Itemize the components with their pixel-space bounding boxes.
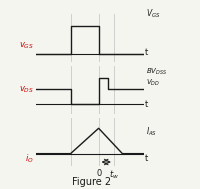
Text: Figure 2: Figure 2: [72, 177, 112, 187]
Text: $V_{DD}$: $V_{DD}$: [146, 78, 160, 88]
Text: t: t: [145, 100, 148, 109]
Text: $v_{DS}$: $v_{DS}$: [19, 85, 34, 95]
Text: $t_w$: $t_w$: [109, 169, 119, 181]
Text: 0: 0: [96, 169, 101, 178]
Text: t: t: [145, 48, 148, 57]
Text: $I_{AS}$: $I_{AS}$: [146, 125, 157, 138]
Text: $v_{GS}$: $v_{GS}$: [19, 40, 34, 51]
Text: t: t: [145, 154, 148, 163]
Text: $BV_{DSS}$: $BV_{DSS}$: [146, 67, 168, 77]
Text: $V_{GS}$: $V_{GS}$: [146, 8, 161, 20]
Text: $i_{O}$: $i_{O}$: [25, 153, 34, 165]
